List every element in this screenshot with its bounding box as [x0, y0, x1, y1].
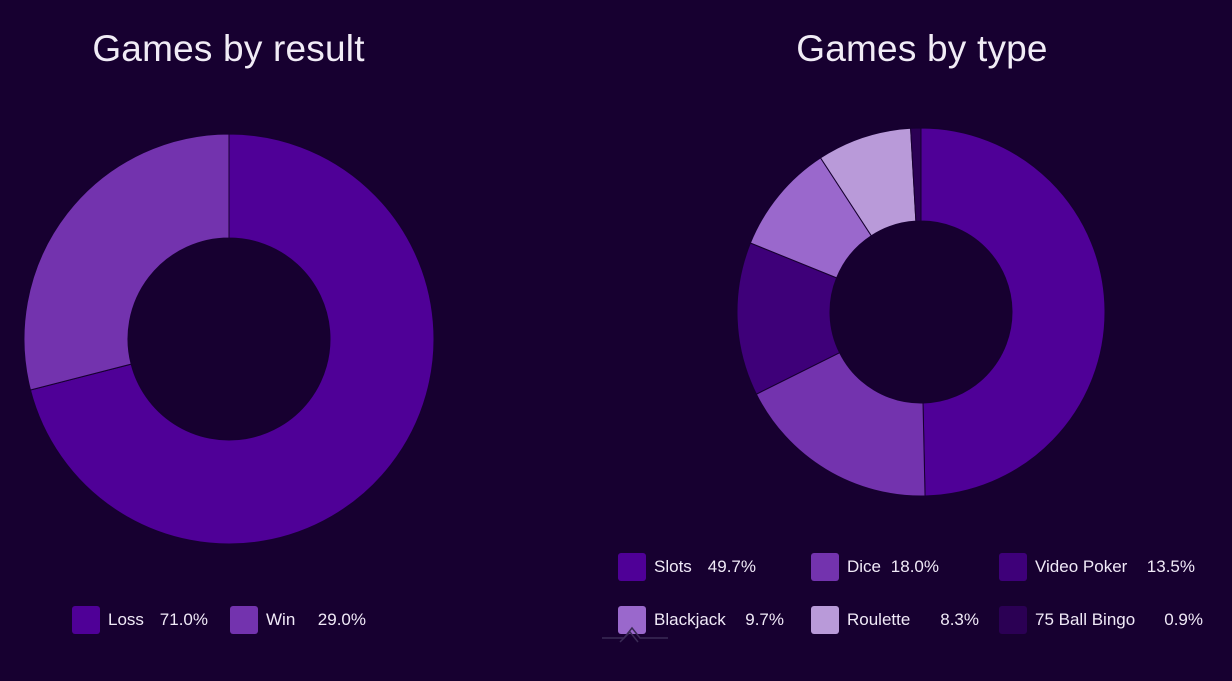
slice-win[interactable] — [23, 133, 230, 391]
legend-value: 8.3% — [940, 610, 979, 629]
legend-item-roulette[interactable]: Roulette 8.3% — [811, 604, 979, 636]
legend-label: Video Poker — [1035, 557, 1128, 576]
watermark-logo — [602, 626, 668, 643]
legend-label: 75 Ball Bingo — [1035, 610, 1136, 629]
slice-loss[interactable] — [29, 133, 435, 545]
legend-label: Roulette — [847, 610, 911, 629]
legend-item-win[interactable]: Win 29.0% — [230, 604, 366, 636]
legend-value: 29.0% — [317, 610, 366, 629]
legend-item-dice[interactable]: Dice 18.0% — [811, 551, 939, 583]
chart-title: Games by type — [796, 28, 1048, 69]
games-by-result-panel: Games by result Loss 71.0% Win 29.0% — [0, 0, 470, 681]
legend-label: Dice — [847, 557, 882, 576]
legend-value: 13.5% — [1146, 557, 1195, 576]
legend-swatch — [811, 606, 839, 634]
games-by-type-donut — [736, 127, 1106, 497]
legend-value: 71.0% — [159, 610, 208, 629]
legend-label: Win — [266, 610, 296, 629]
slice-slots[interactable] — [920, 127, 1106, 497]
legend-swatch — [72, 606, 100, 634]
slice-75-ball-bingo[interactable] — [910, 127, 922, 222]
games-by-type-panel: Games by type Slots 49.7% Dice 18.0% Video P… — [590, 0, 1232, 681]
legend-item-loss[interactable]: Loss 71.0% — [72, 604, 208, 636]
slice-dice[interactable] — [755, 351, 926, 497]
legend-swatch — [999, 553, 1027, 581]
legend-value: 0.9% — [1164, 610, 1203, 629]
legend-value: 49.7% — [707, 557, 756, 576]
legend-item-video-poker[interactable]: Video Poker 13.5% — [999, 551, 1195, 583]
legend-swatch — [999, 606, 1027, 634]
legend-swatch — [811, 553, 839, 581]
games-by-result-donut — [23, 133, 435, 545]
chart-title: Games by result — [92, 28, 365, 69]
legend-value: 18.0% — [890, 557, 939, 576]
legend-swatch — [618, 606, 646, 634]
legend-item-blackjack[interactable]: Blackjack 9.7% — [618, 604, 784, 636]
legend-item-slots[interactable]: Slots 49.7% — [618, 551, 756, 583]
legend-label: Slots — [654, 557, 692, 576]
legend-value: 9.7% — [745, 610, 784, 629]
legend-swatch — [618, 553, 646, 581]
legend-item-75-ball-bingo[interactable]: 75 Ball Bingo 0.9% — [999, 604, 1203, 636]
legend-swatch — [230, 606, 258, 634]
legend-label: Blackjack — [654, 610, 726, 629]
legend-label: Loss — [108, 610, 144, 629]
